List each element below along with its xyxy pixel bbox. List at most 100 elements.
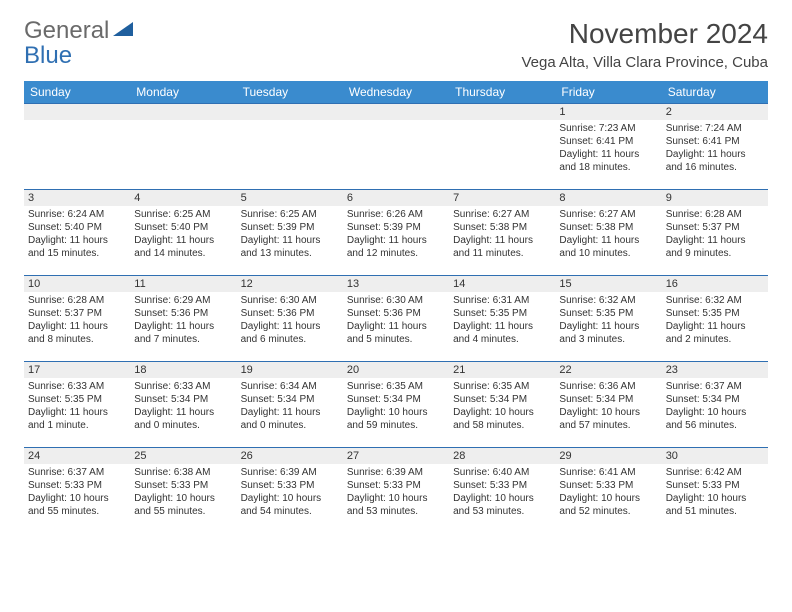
calendar-day-cell bbox=[343, 104, 449, 190]
day-details: Sunrise: 6:40 AMSunset: 5:33 PMDaylight:… bbox=[449, 464, 555, 522]
day-details: Sunrise: 6:32 AMSunset: 5:35 PMDaylight:… bbox=[662, 292, 768, 350]
calendar-day-cell: 4Sunrise: 6:25 AMSunset: 5:40 PMDaylight… bbox=[130, 190, 236, 276]
calendar-day-cell: 1Sunrise: 7:23 AMSunset: 6:41 PMDaylight… bbox=[555, 104, 661, 190]
day-details: Sunrise: 6:32 AMSunset: 5:35 PMDaylight:… bbox=[555, 292, 661, 350]
calendar-day-cell bbox=[449, 104, 555, 190]
day-number bbox=[130, 104, 236, 120]
header: General Blue November 2024 Vega Alta, Vi… bbox=[24, 18, 768, 71]
day-number bbox=[237, 104, 343, 120]
day-number: 5 bbox=[237, 190, 343, 206]
calendar-day-cell: 29Sunrise: 6:41 AMSunset: 5:33 PMDayligh… bbox=[555, 448, 661, 534]
day-details: Sunrise: 6:26 AMSunset: 5:39 PMDaylight:… bbox=[343, 206, 449, 264]
calendar-day-cell: 16Sunrise: 6:32 AMSunset: 5:35 PMDayligh… bbox=[662, 276, 768, 362]
weekday-header: Sunday bbox=[24, 81, 130, 104]
logo: General Blue bbox=[24, 18, 135, 68]
calendar-day-cell: 11Sunrise: 6:29 AMSunset: 5:36 PMDayligh… bbox=[130, 276, 236, 362]
day-number: 13 bbox=[343, 276, 449, 292]
day-number: 4 bbox=[130, 190, 236, 206]
weekday-header: Tuesday bbox=[237, 81, 343, 104]
calendar-day-cell: 21Sunrise: 6:35 AMSunset: 5:34 PMDayligh… bbox=[449, 362, 555, 448]
logo-sail-icon bbox=[113, 17, 135, 44]
day-number: 30 bbox=[662, 448, 768, 464]
day-details: Sunrise: 6:41 AMSunset: 5:33 PMDaylight:… bbox=[555, 464, 661, 522]
calendar-day-cell: 9Sunrise: 6:28 AMSunset: 5:37 PMDaylight… bbox=[662, 190, 768, 276]
day-number: 21 bbox=[449, 362, 555, 378]
calendar-week-row: 3Sunrise: 6:24 AMSunset: 5:40 PMDaylight… bbox=[24, 190, 768, 276]
calendar-table: SundayMondayTuesdayWednesdayThursdayFrid… bbox=[24, 81, 768, 534]
calendar-week-row: 10Sunrise: 6:28 AMSunset: 5:37 PMDayligh… bbox=[24, 276, 768, 362]
day-number: 24 bbox=[24, 448, 130, 464]
day-number bbox=[343, 104, 449, 120]
day-details: Sunrise: 6:29 AMSunset: 5:36 PMDaylight:… bbox=[130, 292, 236, 350]
weekday-header: Saturday bbox=[662, 81, 768, 104]
calendar-week-row: 17Sunrise: 6:33 AMSunset: 5:35 PMDayligh… bbox=[24, 362, 768, 448]
day-details: Sunrise: 6:33 AMSunset: 5:34 PMDaylight:… bbox=[130, 378, 236, 436]
day-number: 25 bbox=[130, 448, 236, 464]
day-details: Sunrise: 6:33 AMSunset: 5:35 PMDaylight:… bbox=[24, 378, 130, 436]
calendar-day-cell: 26Sunrise: 6:39 AMSunset: 5:33 PMDayligh… bbox=[237, 448, 343, 534]
day-number bbox=[24, 104, 130, 120]
calendar-day-cell: 12Sunrise: 6:30 AMSunset: 5:36 PMDayligh… bbox=[237, 276, 343, 362]
day-number: 15 bbox=[555, 276, 661, 292]
weekday-header: Thursday bbox=[449, 81, 555, 104]
calendar-week-row: 1Sunrise: 7:23 AMSunset: 6:41 PMDaylight… bbox=[24, 104, 768, 190]
day-number: 28 bbox=[449, 448, 555, 464]
calendar-day-cell: 13Sunrise: 6:30 AMSunset: 5:36 PMDayligh… bbox=[343, 276, 449, 362]
calendar-day-cell: 8Sunrise: 6:27 AMSunset: 5:38 PMDaylight… bbox=[555, 190, 661, 276]
calendar-day-cell: 23Sunrise: 6:37 AMSunset: 5:34 PMDayligh… bbox=[662, 362, 768, 448]
day-details: Sunrise: 6:27 AMSunset: 5:38 PMDaylight:… bbox=[555, 206, 661, 264]
calendar-day-cell: 18Sunrise: 6:33 AMSunset: 5:34 PMDayligh… bbox=[130, 362, 236, 448]
calendar-day-cell: 27Sunrise: 6:39 AMSunset: 5:33 PMDayligh… bbox=[343, 448, 449, 534]
day-number: 7 bbox=[449, 190, 555, 206]
page-title: November 2024 bbox=[521, 18, 768, 50]
calendar-day-cell: 20Sunrise: 6:35 AMSunset: 5:34 PMDayligh… bbox=[343, 362, 449, 448]
weekday-header: Monday bbox=[130, 81, 236, 104]
calendar-day-cell: 17Sunrise: 6:33 AMSunset: 5:35 PMDayligh… bbox=[24, 362, 130, 448]
day-number: 14 bbox=[449, 276, 555, 292]
day-details: Sunrise: 6:38 AMSunset: 5:33 PMDaylight:… bbox=[130, 464, 236, 522]
day-details: Sunrise: 6:37 AMSunset: 5:34 PMDaylight:… bbox=[662, 378, 768, 436]
title-block: November 2024 Vega Alta, Villa Clara Pro… bbox=[521, 18, 768, 71]
day-number: 27 bbox=[343, 448, 449, 464]
calendar-day-cell: 25Sunrise: 6:38 AMSunset: 5:33 PMDayligh… bbox=[130, 448, 236, 534]
calendar-day-cell: 15Sunrise: 6:32 AMSunset: 5:35 PMDayligh… bbox=[555, 276, 661, 362]
day-number: 18 bbox=[130, 362, 236, 378]
day-details: Sunrise: 6:35 AMSunset: 5:34 PMDaylight:… bbox=[343, 378, 449, 436]
weekday-header: Wednesday bbox=[343, 81, 449, 104]
day-details: Sunrise: 6:25 AMSunset: 5:40 PMDaylight:… bbox=[130, 206, 236, 264]
calendar-day-cell: 14Sunrise: 6:31 AMSunset: 5:35 PMDayligh… bbox=[449, 276, 555, 362]
day-details: Sunrise: 6:34 AMSunset: 5:34 PMDaylight:… bbox=[237, 378, 343, 436]
day-number: 23 bbox=[662, 362, 768, 378]
day-number: 22 bbox=[555, 362, 661, 378]
day-details: Sunrise: 6:35 AMSunset: 5:34 PMDaylight:… bbox=[449, 378, 555, 436]
calendar-day-cell: 5Sunrise: 6:25 AMSunset: 5:39 PMDaylight… bbox=[237, 190, 343, 276]
day-number: 12 bbox=[237, 276, 343, 292]
day-details: Sunrise: 6:30 AMSunset: 5:36 PMDaylight:… bbox=[237, 292, 343, 350]
day-details: Sunrise: 6:42 AMSunset: 5:33 PMDaylight:… bbox=[662, 464, 768, 522]
calendar-header-row: SundayMondayTuesdayWednesdayThursdayFrid… bbox=[24, 81, 768, 104]
calendar-day-cell: 7Sunrise: 6:27 AMSunset: 5:38 PMDaylight… bbox=[449, 190, 555, 276]
calendar-day-cell: 3Sunrise: 6:24 AMSunset: 5:40 PMDaylight… bbox=[24, 190, 130, 276]
day-details: Sunrise: 6:27 AMSunset: 5:38 PMDaylight:… bbox=[449, 206, 555, 264]
day-details: Sunrise: 7:23 AMSunset: 6:41 PMDaylight:… bbox=[555, 120, 661, 178]
calendar-day-cell bbox=[130, 104, 236, 190]
day-number: 29 bbox=[555, 448, 661, 464]
calendar-day-cell: 30Sunrise: 6:42 AMSunset: 5:33 PMDayligh… bbox=[662, 448, 768, 534]
logo-text-general: General bbox=[24, 17, 109, 44]
calendar-body: 1Sunrise: 7:23 AMSunset: 6:41 PMDaylight… bbox=[24, 104, 768, 534]
calendar-day-cell: 10Sunrise: 6:28 AMSunset: 5:37 PMDayligh… bbox=[24, 276, 130, 362]
day-details: Sunrise: 6:30 AMSunset: 5:36 PMDaylight:… bbox=[343, 292, 449, 350]
day-details: Sunrise: 6:24 AMSunset: 5:40 PMDaylight:… bbox=[24, 206, 130, 264]
day-number: 26 bbox=[237, 448, 343, 464]
day-number: 3 bbox=[24, 190, 130, 206]
day-number: 1 bbox=[555, 104, 661, 120]
calendar-day-cell: 19Sunrise: 6:34 AMSunset: 5:34 PMDayligh… bbox=[237, 362, 343, 448]
day-details: Sunrise: 6:28 AMSunset: 5:37 PMDaylight:… bbox=[24, 292, 130, 350]
calendar-day-cell bbox=[237, 104, 343, 190]
logo-text: General Blue bbox=[24, 18, 135, 68]
day-details: Sunrise: 6:25 AMSunset: 5:39 PMDaylight:… bbox=[237, 206, 343, 264]
weekday-header: Friday bbox=[555, 81, 661, 104]
day-number: 2 bbox=[662, 104, 768, 120]
day-number: 11 bbox=[130, 276, 236, 292]
day-number: 16 bbox=[662, 276, 768, 292]
